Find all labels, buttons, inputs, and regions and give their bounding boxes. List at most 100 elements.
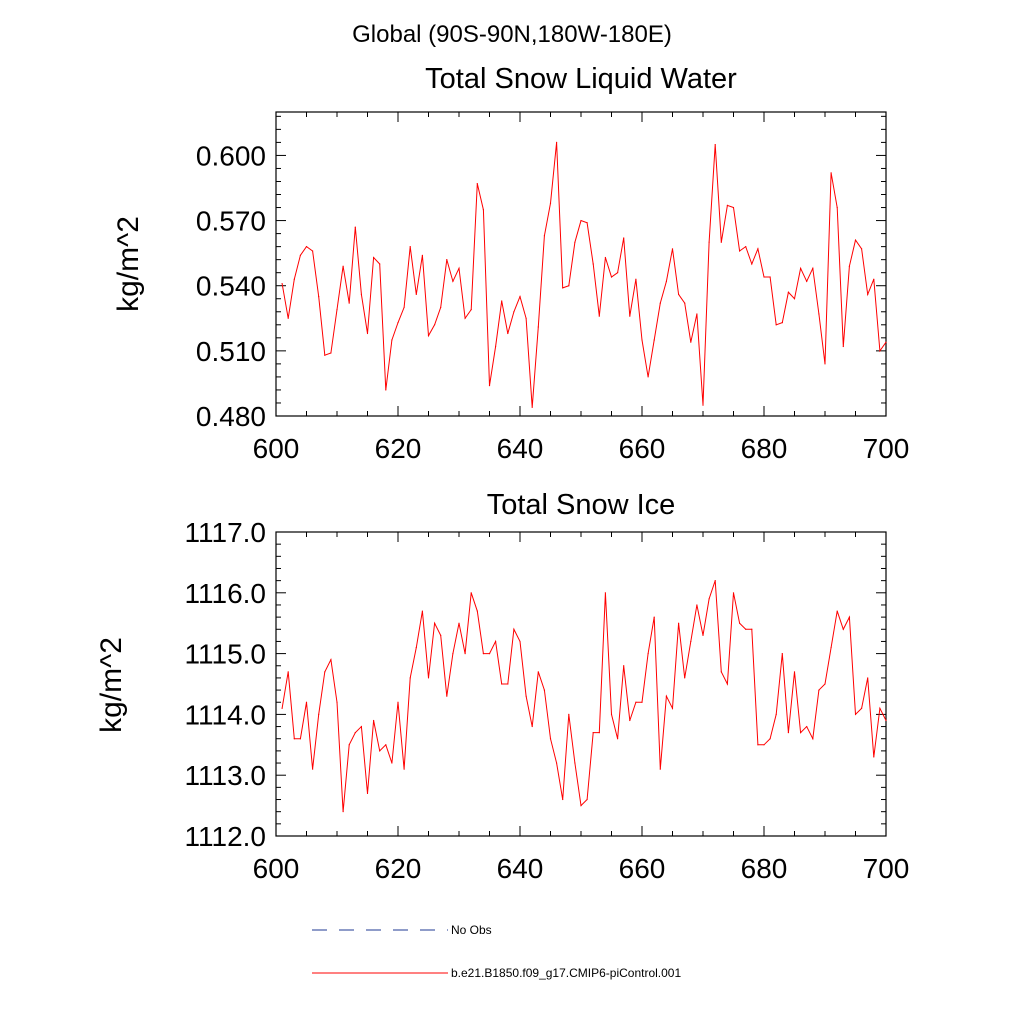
data-point <box>592 263 594 265</box>
data-point <box>610 713 613 716</box>
data-point <box>806 280 808 282</box>
data-point <box>543 689 546 691</box>
data-point <box>879 707 881 709</box>
data-point <box>879 350 881 352</box>
y-tick-label: 1112.0 <box>185 821 266 852</box>
data-point <box>580 219 582 222</box>
data-point <box>305 246 308 248</box>
chart-panel-snow-ice: Total Snow Ice kg/m^2 600 620 640 660 680 700… <box>95 489 909 884</box>
data-point <box>421 610 423 612</box>
data-point <box>885 341 887 343</box>
data-point <box>623 237 625 239</box>
data-point <box>379 263 381 265</box>
figure-suptitle: Global (90S-90N,180W-180E) <box>352 21 672 48</box>
data-point <box>476 183 478 185</box>
data-point <box>397 322 399 324</box>
data-point <box>641 701 643 703</box>
data-point <box>806 725 808 728</box>
data-point <box>830 646 832 649</box>
data-point <box>287 671 289 673</box>
y-tick-label: 0.540 <box>196 271 266 302</box>
data-point <box>800 732 802 734</box>
data-point <box>482 209 484 211</box>
data-point <box>665 280 668 282</box>
data-point <box>348 302 350 304</box>
data-point <box>867 677 869 679</box>
data-point <box>568 285 570 287</box>
data-point <box>446 259 448 261</box>
data-point <box>586 798 588 801</box>
data-point <box>525 317 527 319</box>
data-point <box>452 280 454 282</box>
data-point <box>732 592 735 594</box>
data-point <box>787 291 790 293</box>
data-point <box>464 317 466 319</box>
data-point <box>543 235 546 237</box>
data-point <box>305 701 308 703</box>
data-point <box>366 792 369 795</box>
data-point <box>604 256 607 259</box>
y-axis-label: kg/m^2 <box>112 216 145 312</box>
data-point <box>336 701 338 703</box>
data-point <box>739 250 741 252</box>
data-point <box>549 738 552 740</box>
x-tick-label: 620 <box>375 853 422 884</box>
data-point <box>531 725 533 728</box>
data-point <box>836 206 838 209</box>
data-point <box>824 363 826 365</box>
data-point <box>348 744 350 746</box>
data-point <box>873 278 875 280</box>
data-point <box>873 756 875 758</box>
data-point <box>726 204 729 206</box>
data-point <box>299 254 301 256</box>
data-point <box>708 241 710 243</box>
data-point <box>324 354 326 356</box>
data-point <box>830 172 832 174</box>
data-point <box>781 322 783 324</box>
data-point <box>757 744 759 746</box>
data-point <box>751 628 753 630</box>
data-point <box>714 143 716 146</box>
data-point <box>562 798 564 801</box>
data-point <box>434 622 436 624</box>
data-point <box>360 293 362 295</box>
data-point <box>781 653 783 655</box>
panel-title: Total Snow Liquid Water <box>425 63 737 95</box>
data-point <box>769 738 771 740</box>
data-point <box>836 610 838 612</box>
x-tick-label: 640 <box>497 433 544 464</box>
data-point <box>354 226 356 228</box>
data-point <box>751 263 753 265</box>
data-point <box>513 628 515 630</box>
data-point <box>629 719 631 722</box>
y-tick-label: 1116.0 <box>185 578 266 609</box>
data-point <box>299 738 301 740</box>
data-point <box>842 628 844 630</box>
data-point <box>696 604 698 606</box>
data-point <box>714 580 716 582</box>
data-point <box>769 276 771 278</box>
data-point <box>293 278 295 280</box>
data-point <box>556 762 558 764</box>
data-point <box>659 768 661 770</box>
data-point <box>684 302 686 304</box>
data-point <box>409 246 411 248</box>
data-point <box>415 646 417 649</box>
data-point <box>452 653 454 655</box>
data-point <box>537 671 539 673</box>
data-point <box>842 345 844 348</box>
data-point <box>885 719 887 722</box>
data-point <box>531 406 533 408</box>
data-point <box>708 598 710 600</box>
data-point <box>318 295 320 298</box>
data-point <box>391 339 393 341</box>
data-point <box>739 622 741 624</box>
data-point <box>458 622 460 624</box>
data-point <box>556 141 558 143</box>
data-point <box>623 665 625 667</box>
data-point <box>403 306 405 309</box>
data-point <box>537 326 539 328</box>
data-point <box>659 302 661 304</box>
data-point <box>549 202 552 204</box>
data-point <box>635 278 637 280</box>
